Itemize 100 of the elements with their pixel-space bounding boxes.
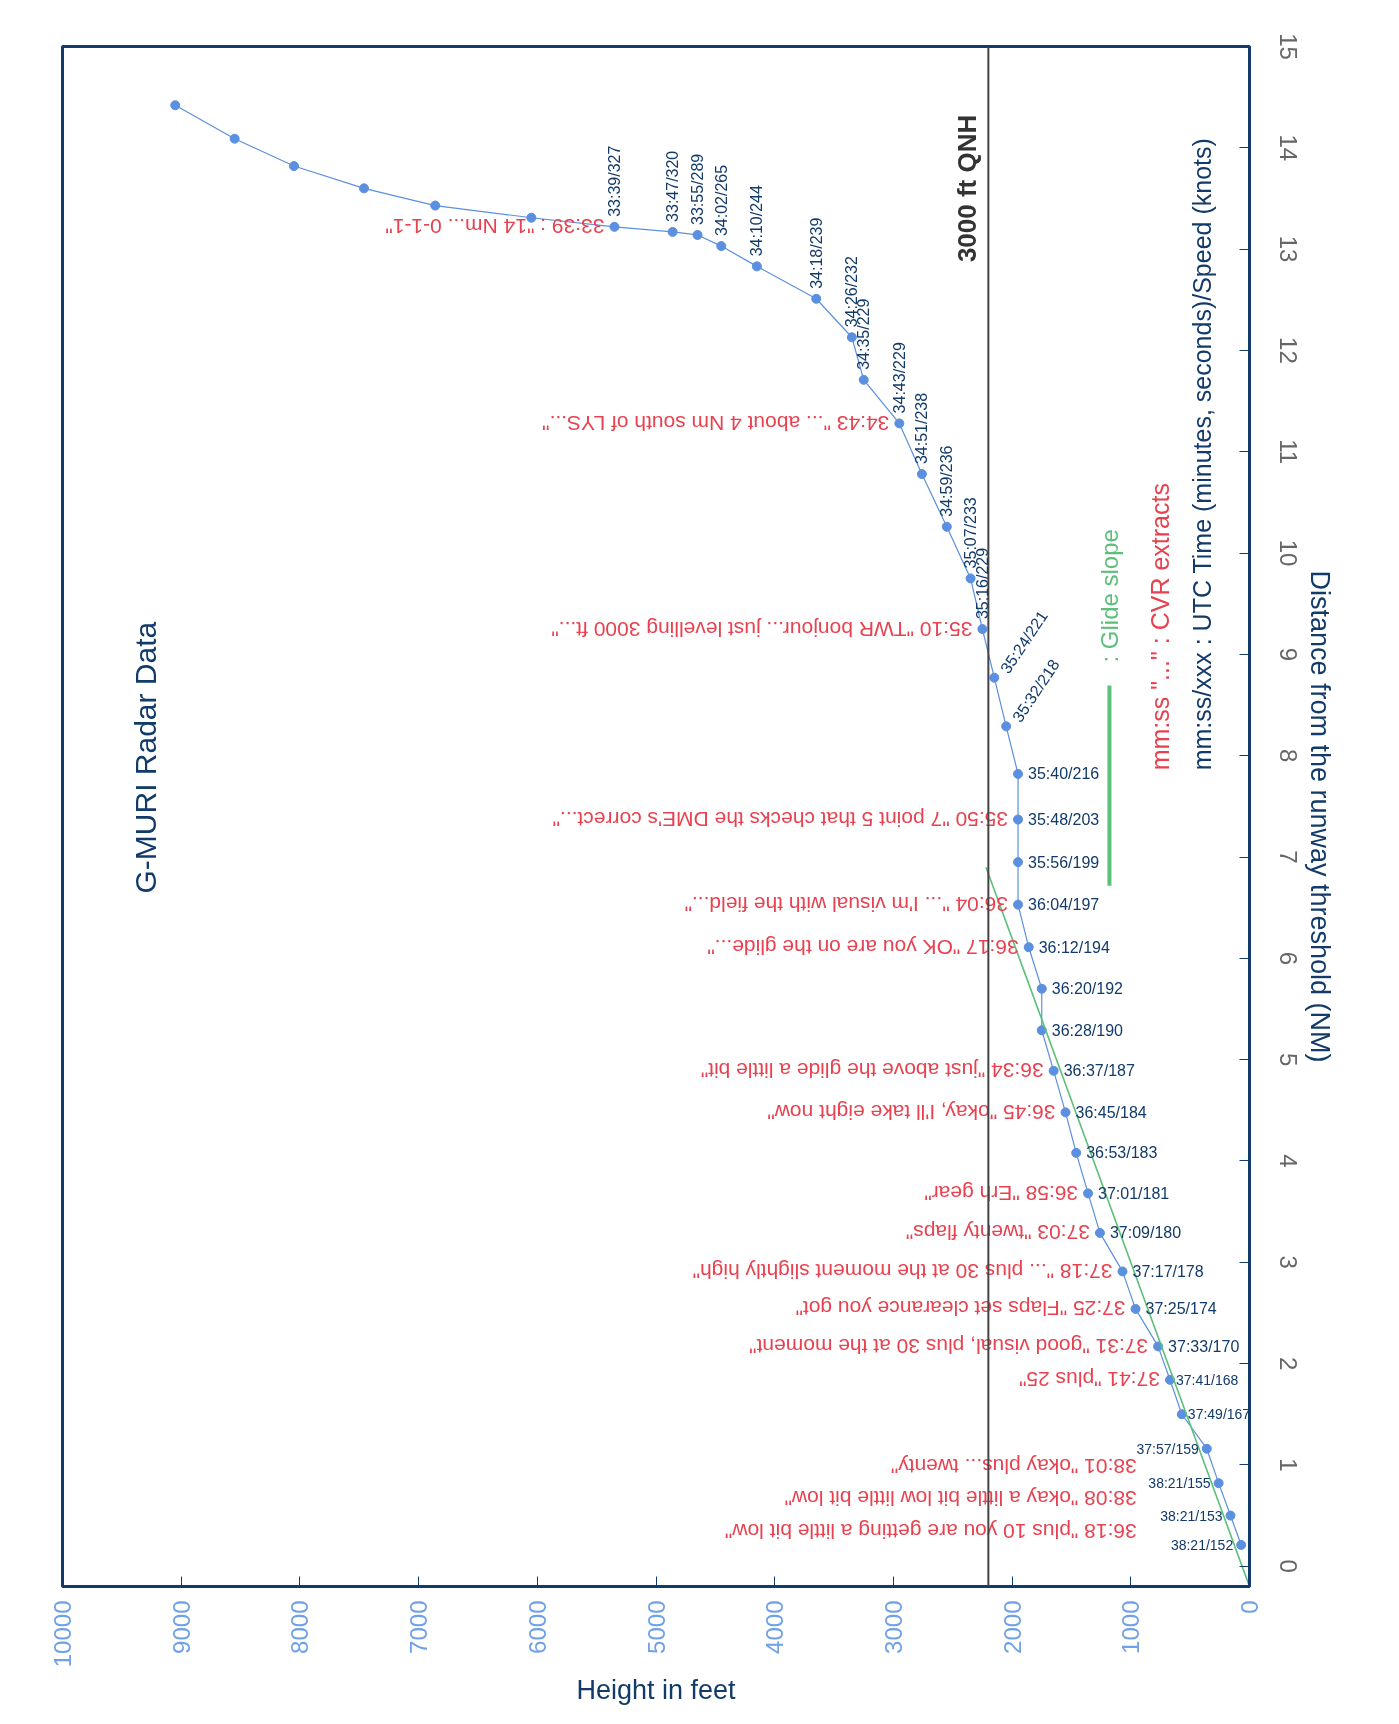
- annotation: 37:25 "Flaps set clearance you got": [795, 1297, 1126, 1321]
- data-label: 36:12/194: [1038, 938, 1110, 956]
- annotation: 34:43 "... about 4 Nm south of LYS...": [542, 411, 890, 435]
- data-label: 36:20/192: [1051, 980, 1124, 998]
- data-label: 38:21/155: [1148, 1475, 1211, 1492]
- y-tick-label: 15: [1274, 33, 1302, 60]
- x-tick-label: 8000: [286, 1600, 314, 1654]
- point: [1013, 814, 1024, 825]
- annotation: 35:50 "7 point 5 that checks the DME's correct...": [552, 808, 1009, 832]
- point: [1117, 1266, 1128, 1277]
- annotation: 33:39 : "14 Nm... 0-1-1": [385, 215, 605, 239]
- data-label: 35:40/216: [1028, 765, 1100, 783]
- point: [1201, 1443, 1212, 1454]
- data-label: 33:55/289: [689, 153, 707, 225]
- data-label: 34:18/239: [807, 217, 825, 289]
- point: [229, 133, 240, 144]
- point: [359, 183, 369, 194]
- data-label: 34:02/265: [712, 164, 730, 237]
- point: [1071, 1147, 1082, 1158]
- x-tick-label: 7000: [405, 1600, 433, 1654]
- point: [989, 672, 1000, 683]
- x-tick-label: 10000: [49, 1600, 76, 1668]
- point: [1060, 1107, 1071, 1118]
- point: [170, 100, 181, 111]
- y-tick-label: 5: [1274, 1052, 1302, 1067]
- y-axis-title: Distance from the runway threshold (NM): [1304, 570, 1335, 1063]
- annotation: 35:10 "TWR bonjour... just levelling 3000 ft...": [551, 617, 973, 641]
- point: [965, 573, 976, 584]
- y-tick-label: 14: [1274, 134, 1302, 162]
- point: [811, 293, 822, 304]
- data-label: 36:45/184: [1075, 1103, 1147, 1121]
- point: [692, 229, 703, 240]
- data-label: 35:56/199: [1028, 853, 1100, 871]
- point: [916, 469, 927, 480]
- data-label: 36:28/190: [1051, 1021, 1124, 1039]
- annotation: 38:01 "okay plus... twenty": [890, 1454, 1137, 1478]
- point: [288, 161, 299, 172]
- x-tick-label: 9000: [167, 1600, 195, 1654]
- y-tick-label: 1: [1274, 1458, 1302, 1472]
- point: [1001, 721, 1012, 732]
- x-axis-title: Height in feet: [576, 1675, 737, 1706]
- data-label: 33:47/320: [664, 150, 682, 222]
- text: : Glide slope: [1095, 529, 1123, 663]
- y-tick-label: 11: [1274, 439, 1302, 465]
- y-tick-label: 3: [1274, 1255, 1302, 1269]
- point: [1036, 983, 1047, 994]
- data-label: 34:10/244: [748, 185, 766, 257]
- point: [667, 226, 678, 237]
- data-label: 34:51/238: [913, 392, 931, 465]
- point: [1023, 942, 1034, 953]
- y-tick-label: 7: [1274, 850, 1302, 864]
- point: [894, 418, 905, 429]
- y-tick-label: 0: [1274, 1559, 1302, 1573]
- data-label: 34:43/229: [890, 342, 908, 414]
- annotation: 36:18 "plus 10 you are getting a little bit low": [724, 1519, 1137, 1543]
- point: [1176, 1409, 1187, 1420]
- x-tick-label: 4000: [761, 1600, 789, 1654]
- data-label: 33:39/327: [605, 145, 623, 217]
- text: G-MURI Radar Data: [129, 621, 163, 894]
- point: [941, 521, 952, 532]
- y-tick-label: 6: [1274, 951, 1302, 966]
- point: [1236, 1539, 1247, 1550]
- annotation: 37:41 "plus 25": [1018, 1368, 1160, 1392]
- point: [858, 374, 869, 385]
- point: [1013, 899, 1024, 910]
- annotation: 36:34 "just above the glide a little bit": [700, 1059, 1044, 1083]
- annotation: 38:08 "okay a little bit low little bit low": [784, 1487, 1137, 1511]
- data-label: 37:49/167: [1187, 1406, 1251, 1423]
- x-tick-label: 3000: [879, 1600, 907, 1654]
- point: [716, 241, 727, 252]
- y-tick-label: 4: [1274, 1154, 1302, 1168]
- y-tick-label: 10: [1274, 539, 1302, 567]
- data-label: 37:41/168: [1175, 1371, 1239, 1388]
- data-label: 38:21/152: [1170, 1536, 1234, 1553]
- point: [1048, 1065, 1059, 1076]
- point: [1213, 1478, 1224, 1489]
- point: [1164, 1374, 1175, 1385]
- ref-line-label: 3000 ft QNH: [952, 114, 983, 263]
- annotation: mm:ss/xxx : UTC Time (minutes, seconds)/Speed (knots): [1188, 138, 1217, 771]
- y-tick-label: 12: [1274, 337, 1302, 364]
- data-label: 35:48/203: [1028, 811, 1100, 829]
- point: [1094, 1227, 1105, 1238]
- annotation: 37:31 "good visual, plus 30 at the moment": [749, 1334, 1149, 1358]
- y-tick-label: 13: [1274, 235, 1302, 263]
- point: [609, 221, 620, 232]
- point: [430, 200, 441, 211]
- x-tick-label: 6000: [523, 1600, 551, 1654]
- point: [977, 624, 988, 635]
- y-tick-label: 8: [1274, 749, 1302, 763]
- point: [1083, 1188, 1094, 1199]
- point: [1013, 768, 1024, 779]
- x-tick-label: 1000: [1117, 1600, 1145, 1654]
- data-label: 37:57/159: [1136, 1440, 1199, 1457]
- data-label: 37:33/170: [1168, 1337, 1240, 1355]
- data-label: 36:37/187: [1063, 1062, 1135, 1080]
- annotation: 37:03 "twenty flaps": [905, 1221, 1090, 1245]
- annotation: 36:45 "okay, I'll take eight now": [767, 1100, 1056, 1124]
- point: [1013, 857, 1024, 868]
- point: [1130, 1303, 1141, 1314]
- point: [1225, 1510, 1236, 1521]
